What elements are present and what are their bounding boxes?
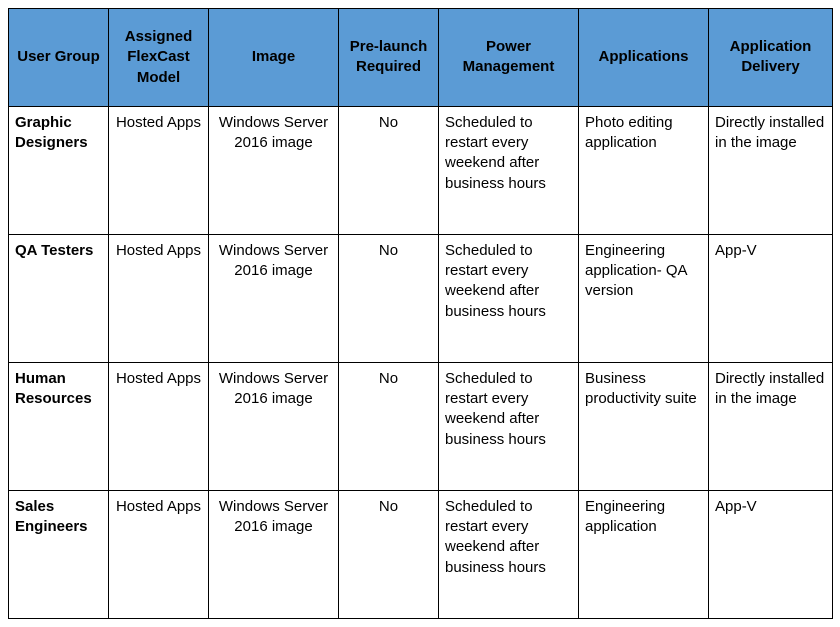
cell-image: Windows Server 2016 image [209, 490, 339, 618]
cell-apps: Engineering application [579, 490, 709, 618]
cell-flexcast: Hosted Apps [109, 106, 209, 234]
cell-power: Scheduled to restart every weekend after… [439, 362, 579, 490]
cell-power: Scheduled to restart every weekend after… [439, 106, 579, 234]
col-header-flexcast: Assigned FlexCast Model [109, 9, 209, 107]
col-header-prelaunch: Pre-launch Required [339, 9, 439, 107]
cell-delivery: Directly installed in the image [709, 362, 833, 490]
flexcast-table: User Group Assigned FlexCast Model Image… [8, 8, 833, 619]
table-row: Sales Engineers Hosted Apps Windows Serv… [9, 490, 833, 618]
col-header-applications: Applications [579, 9, 709, 107]
cell-image: Windows Server 2016 image [209, 234, 339, 362]
cell-power: Scheduled to restart every weekend after… [439, 490, 579, 618]
cell-power: Scheduled to restart every weekend after… [439, 234, 579, 362]
col-header-image: Image [209, 9, 339, 107]
cell-apps: Business productivity suite [579, 362, 709, 490]
cell-apps: Photo editing application [579, 106, 709, 234]
table-header-row: User Group Assigned FlexCast Model Image… [9, 9, 833, 107]
col-header-user-group: User Group [9, 9, 109, 107]
table-body: Graphic Designers Hosted Apps Windows Se… [9, 106, 833, 618]
cell-delivery: App-V [709, 234, 833, 362]
cell-apps: Engineering application- QA version [579, 234, 709, 362]
table-row: Human Resources Hosted Apps Windows Serv… [9, 362, 833, 490]
table-row: QA Testers Hosted Apps Windows Server 20… [9, 234, 833, 362]
cell-prelaunch: No [339, 106, 439, 234]
cell-image: Windows Server 2016 image [209, 362, 339, 490]
cell-prelaunch: No [339, 362, 439, 490]
cell-image: Windows Server 2016 image [209, 106, 339, 234]
cell-user-group: Sales Engineers [9, 490, 109, 618]
cell-user-group: QA Testers [9, 234, 109, 362]
table-header: User Group Assigned FlexCast Model Image… [9, 9, 833, 107]
cell-flexcast: Hosted Apps [109, 234, 209, 362]
cell-delivery: Directly installed in the image [709, 106, 833, 234]
cell-prelaunch: No [339, 490, 439, 618]
cell-flexcast: Hosted Apps [109, 362, 209, 490]
table-row: Graphic Designers Hosted Apps Windows Se… [9, 106, 833, 234]
col-header-delivery: Application Delivery [709, 9, 833, 107]
cell-user-group: Graphic Designers [9, 106, 109, 234]
cell-user-group: Human Resources [9, 362, 109, 490]
col-header-power: Power Management [439, 9, 579, 107]
cell-prelaunch: No [339, 234, 439, 362]
cell-delivery: App-V [709, 490, 833, 618]
cell-flexcast: Hosted Apps [109, 490, 209, 618]
